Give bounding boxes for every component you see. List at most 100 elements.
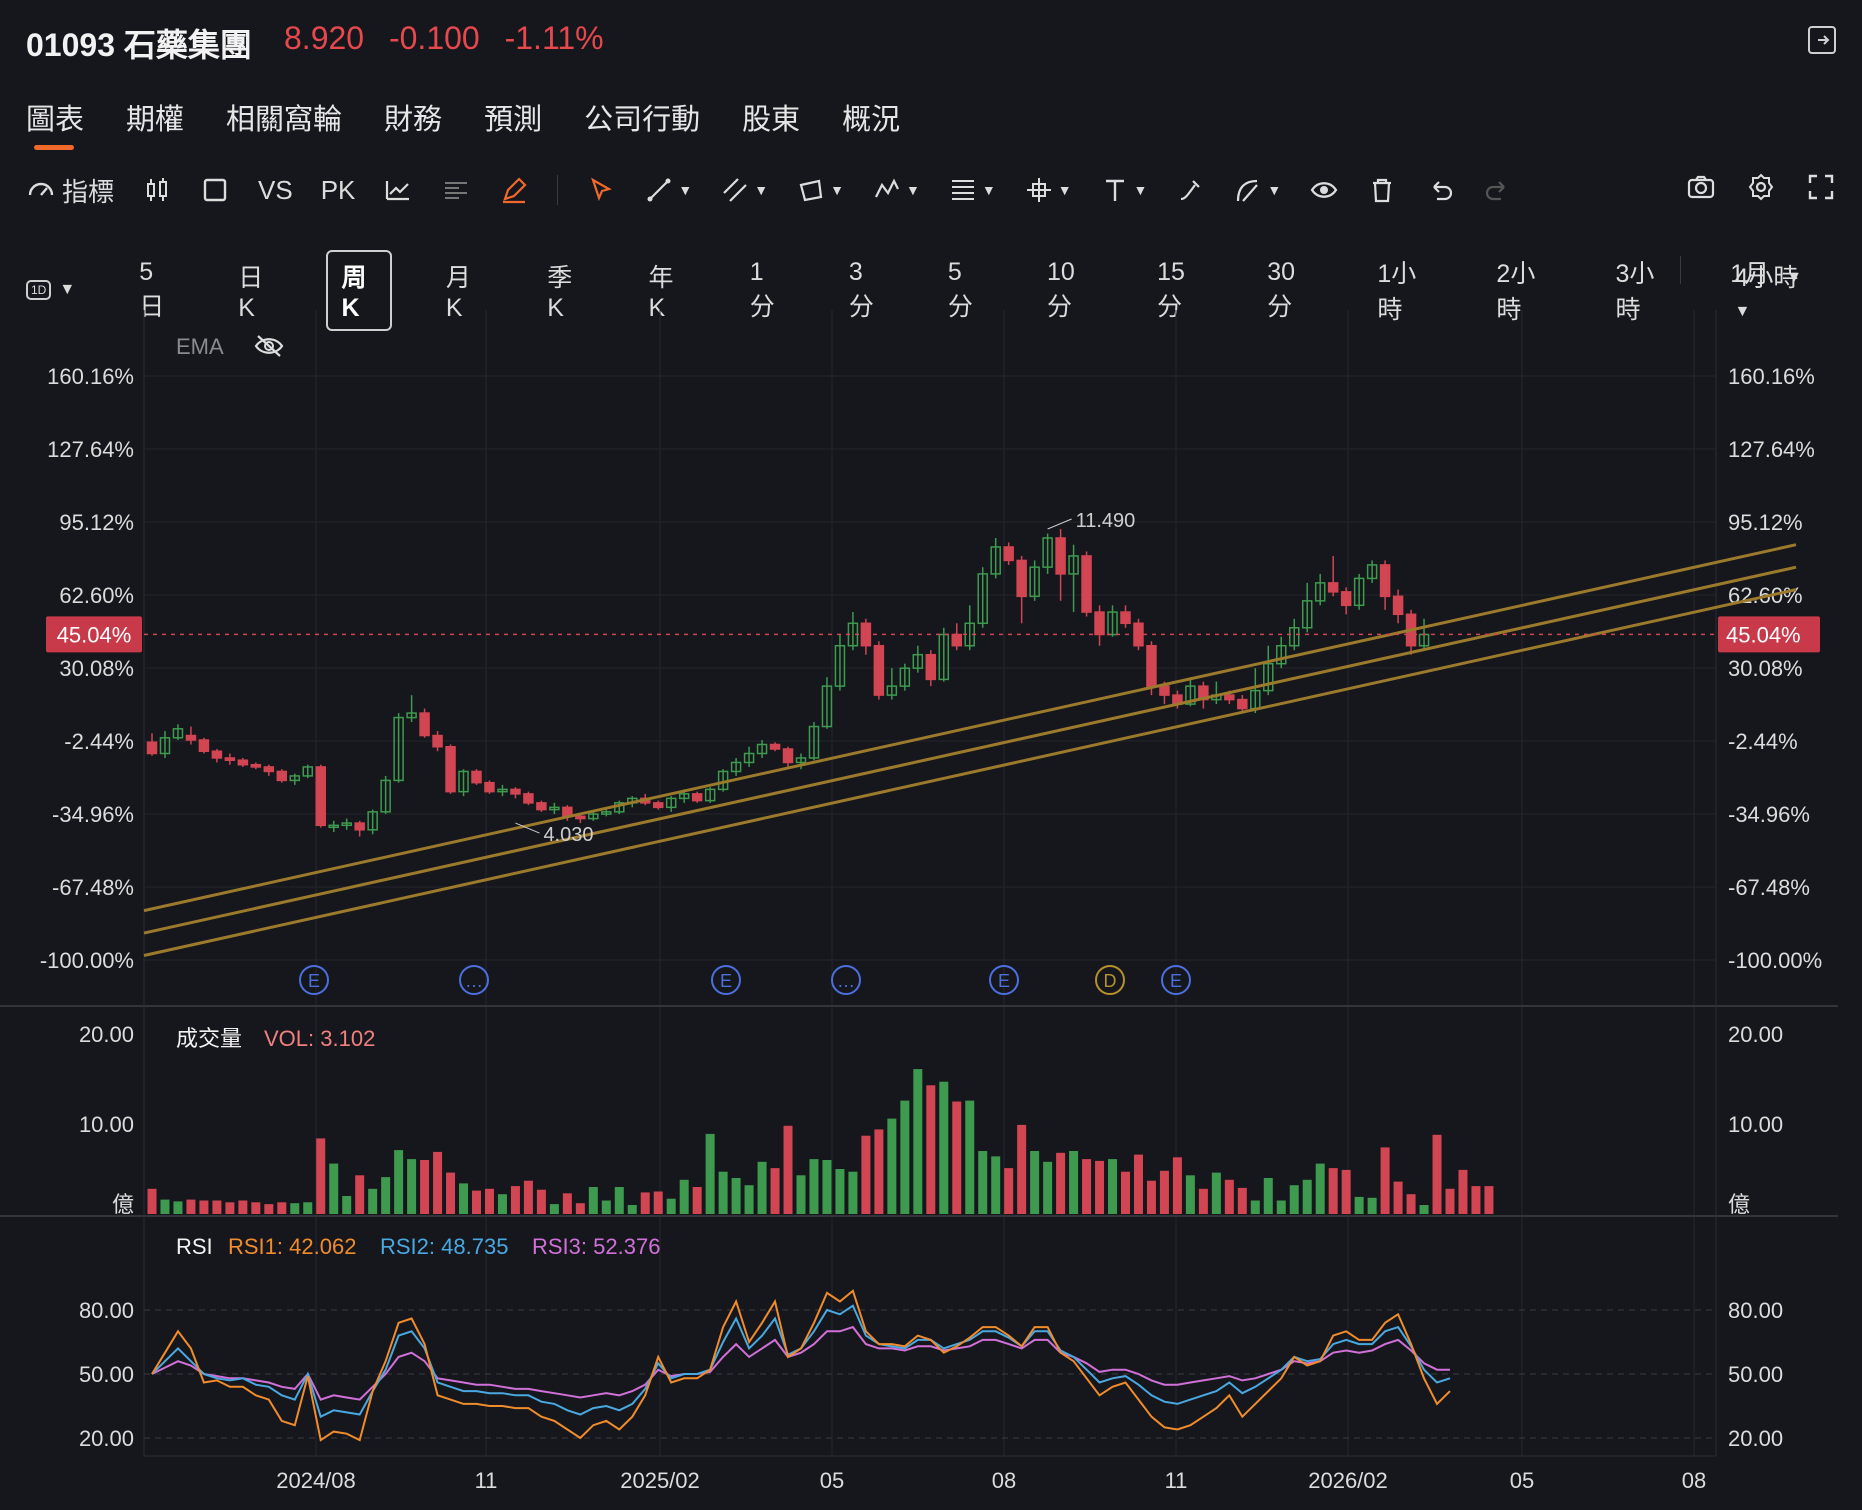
line-tool-button[interactable]: ▼ [644, 172, 692, 208]
period-7[interactable]: 3分 [848, 257, 874, 321]
text-tool-button[interactable]: ▼ [1100, 172, 1147, 208]
chart-type-button[interactable] [383, 172, 413, 208]
low-leader [515, 822, 540, 834]
event-marker-E[interactable]: E [1161, 965, 1191, 995]
volume-bar [186, 1199, 196, 1214]
candle-body [1107, 611, 1118, 636]
draw-pencil-button[interactable] [499, 172, 529, 208]
period-1d-dropdown[interactable]: 1D ▼ [26, 280, 75, 300]
visibility-button[interactable] [1309, 172, 1339, 208]
exit-panel-icon[interactable] [1808, 26, 1836, 54]
candle-body [990, 546, 1001, 575]
event-marker-E[interactable]: E [299, 965, 329, 995]
square-tool-button[interactable] [200, 172, 230, 208]
text-align-button[interactable] [441, 172, 471, 208]
period-12[interactable]: 1小時 [1377, 260, 1417, 324]
candle-body [1068, 555, 1079, 575]
period-10[interactable]: 15分 [1157, 257, 1185, 321]
gauge-icon [28, 182, 54, 196]
candle-body [1133, 622, 1144, 647]
tab-7[interactable]: 概況 [842, 104, 901, 136]
tab-3[interactable]: 財務 [384, 104, 443, 136]
brush-tool-button[interactable] [1175, 172, 1205, 208]
candle-body [523, 793, 534, 804]
fullscreen-icon[interactable] [1806, 172, 1836, 202]
measure-tool-button[interactable]: ▼ [1024, 172, 1072, 208]
candle-type-button[interactable] [142, 172, 172, 208]
period-2[interactable]: 周K [325, 249, 392, 331]
volume-bar [1069, 1151, 1079, 1214]
period-8[interactable]: 5分 [947, 257, 973, 321]
volume-bar [1224, 1179, 1234, 1214]
candle-body [1224, 694, 1235, 701]
tab-1[interactable]: 期權 [126, 104, 185, 136]
chart-area[interactable]: 160.16% 160.16% 127.64% 127.64% 95.12% 95.12%… [0, 310, 1862, 1510]
event-marker-…[interactable]: … [459, 965, 489, 995]
current-value-badge-left [46, 616, 142, 653]
period-5[interactable]: 年K [648, 263, 674, 322]
period-14[interactable]: 3小時 [1615, 260, 1655, 324]
period-3[interactable]: 月K [445, 263, 471, 322]
rsi3-label: RSI3: 52.376 [532, 1234, 660, 1259]
candle-body [1094, 611, 1105, 636]
pk-button[interactable]: PK [320, 174, 356, 205]
period-0[interactable]: 5日 [139, 257, 165, 321]
tab-0[interactable]: 圖表 [26, 96, 84, 150]
volume-bar [446, 1172, 456, 1214]
candle-body [951, 633, 963, 647]
period-13[interactable]: 2小時 [1496, 260, 1536, 324]
candle-body [315, 766, 326, 827]
candle-body [1146, 644, 1157, 687]
volume-bar [368, 1188, 378, 1214]
pattern-tool-button[interactable]: ▼ [872, 172, 920, 208]
settings-icon[interactable] [1746, 172, 1776, 202]
period-selector: 1D ▼ 5日 日K 周K 月K 季K 年K 1分 3分 5分 10分 15分 30分 1小時 2小時 3小… [26, 248, 1862, 332]
tab-4[interactable]: 預測 [484, 104, 543, 136]
indicators-button[interactable]: 指標 [26, 172, 114, 208]
event-marker-E[interactable]: E [989, 965, 1019, 995]
undo-button[interactable] [1425, 172, 1455, 208]
tab-6[interactable]: 股東 [742, 104, 801, 136]
event-circle [989, 965, 1019, 995]
period-4[interactable]: 季K [547, 263, 573, 322]
candle-body [172, 728, 184, 739]
volume-bar [251, 1202, 261, 1214]
candle-body [1366, 564, 1378, 580]
volume-bar [484, 1188, 494, 1214]
cursor-tool-button[interactable] [586, 172, 616, 208]
period-6[interactable]: 1分 [749, 257, 775, 321]
vs-button[interactable]: VS [258, 174, 293, 205]
volume-bar [783, 1125, 793, 1214]
candle-body [497, 788, 508, 793]
volume-bar [796, 1175, 806, 1214]
tab-5[interactable]: 公司行動 [584, 104, 701, 136]
volume-bar [1250, 1200, 1260, 1214]
period-11[interactable]: 30分 [1267, 257, 1296, 321]
y-tick-right: 160.16% [1728, 364, 1815, 389]
tab-2[interactable]: 相關窩輪 [226, 104, 343, 136]
volume-bar [1004, 1168, 1014, 1214]
period-month-dropdown[interactable]: 1月 ▼ [1730, 254, 1802, 290]
redo-button[interactable] [1483, 172, 1513, 208]
trend-line-icon [647, 178, 671, 202]
volume-bar [913, 1069, 923, 1214]
delete-button[interactable] [1367, 172, 1397, 208]
magnet-tool-button[interactable]: ▼ [1233, 172, 1281, 208]
candle-body [938, 633, 950, 681]
event-marker-D[interactable]: D [1095, 965, 1125, 995]
parallel-channel-button[interactable]: ▼ [720, 172, 768, 208]
camera-icon[interactable] [1686, 172, 1716, 202]
event-marker-E[interactable]: E [711, 965, 741, 995]
period-9[interactable]: 10分 [1046, 257, 1075, 321]
shape-tool-button[interactable]: ▼ [796, 172, 844, 208]
volume-bar [1211, 1172, 1221, 1214]
fibonacci-tool-button[interactable]: ▼ [948, 172, 996, 208]
volume-bar [329, 1163, 339, 1214]
period-15[interactable]: 4小時 ▼ [1734, 263, 1799, 320]
volume-bar [705, 1133, 715, 1214]
candle-body [1120, 611, 1131, 625]
event-marker-…[interactable]: … [831, 965, 861, 995]
toolbar-right [1686, 172, 1836, 202]
main-tabs: 圖表 期權 相關窩輪 財務 預測 公司行動 股東 概況 [26, 96, 901, 150]
period-1[interactable]: 日K [238, 263, 264, 322]
